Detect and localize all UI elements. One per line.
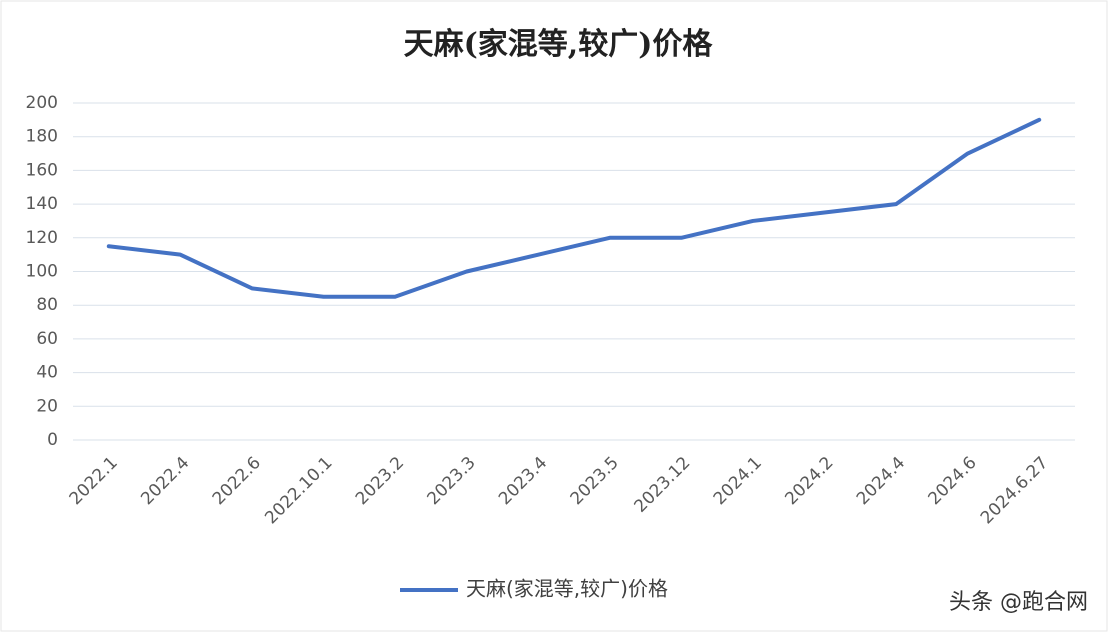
y-tick-label: 140 xyxy=(26,194,58,214)
y-tick-label: 100 xyxy=(26,262,58,282)
line xyxy=(106,117,1042,299)
y-tick-label: 60 xyxy=(36,329,58,349)
y-tick-label: 20 xyxy=(36,396,58,416)
y-tick-label: 200 xyxy=(26,93,58,113)
y-tick-label: 80 xyxy=(36,295,58,315)
y-tick-label: 40 xyxy=(36,363,58,383)
y-tick-label: 0 xyxy=(47,430,58,450)
y-tick-label: 180 xyxy=(26,127,58,147)
chart-title: 天麻(家混等,较广)价格 xyxy=(404,27,714,62)
y-tick-label: 120 xyxy=(26,228,58,248)
watermark: 头条 @跑合网 xyxy=(949,590,1088,615)
legend-label: 天麻(家混等,较广)价格 xyxy=(466,577,668,601)
y-tick-label: 160 xyxy=(26,160,58,180)
